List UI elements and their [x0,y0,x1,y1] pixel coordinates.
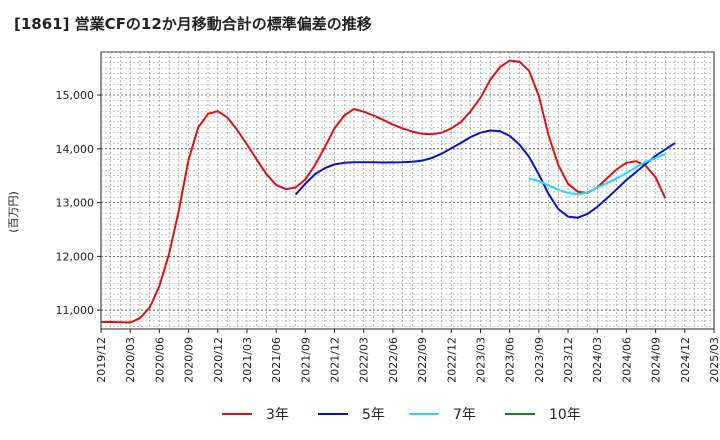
x-tick-label: 2024/06 [620,337,633,383]
x-tick-label: 2020/12 [212,337,225,383]
y-tick-label: 15,000 [56,89,95,102]
y-tick-label: 14,000 [56,143,95,156]
x-tick-label: 2020/03 [124,337,137,383]
x-tick-label: 2019/12 [95,337,108,383]
series-line-5年 [294,129,676,219]
x-tick-label: 2022/06 [387,337,400,383]
series-group [101,59,676,324]
legend-label: 3年 [266,407,289,423]
x-tick-label: 2021/09 [299,337,312,383]
series-line-7年 [528,153,666,196]
x-tick-label: 2025/03 [708,337,720,383]
x-tick-label: 2022/09 [416,337,429,383]
x-tick-label: 2020/06 [153,337,166,383]
y-axis-label: (百万円) [7,191,20,233]
legend-label: 7年 [453,407,476,423]
chart-title: [1861] 営業CFの12か月移動合計の標準偏差の推移 [14,15,372,33]
x-tick-label: 2020/09 [183,337,196,383]
x-tick-label: 2021/06 [270,337,283,383]
x-tick-label: 2024/03 [591,337,604,383]
x-tick-label: 2022/03 [358,337,371,383]
plot-area [100,51,715,330]
y-ticks: 11,000 12,000 13,000 14,000 15,000 [56,89,101,317]
x-tick-label: 2022/12 [445,337,458,383]
legend: 3年 5年 7年 10年 [222,407,581,423]
x-tick-label: 2021/03 [241,337,254,383]
series-line-3年 [101,59,667,324]
x-tick-label: 2023/03 [474,337,487,383]
y-tick-label: 13,000 [56,197,95,210]
legend-label: 5年 [362,407,385,423]
x-tick-label: 2023/06 [504,337,517,383]
legend-label: 10年 [549,407,581,423]
x-tick-label: 2021/12 [329,337,342,383]
x-tick-label: 2023/09 [533,337,546,383]
y-tick-label: 12,000 [56,250,95,263]
x-tick-label: 2024/09 [650,337,663,383]
x-ticks: 2019/12 2020/03 2020/06 2020/09 2020/12 2021/… [95,329,720,383]
x-tick-label: 2024/12 [679,337,692,383]
x-tick-label: 2023/12 [562,337,575,383]
y-tick-label: 11,000 [56,304,95,317]
